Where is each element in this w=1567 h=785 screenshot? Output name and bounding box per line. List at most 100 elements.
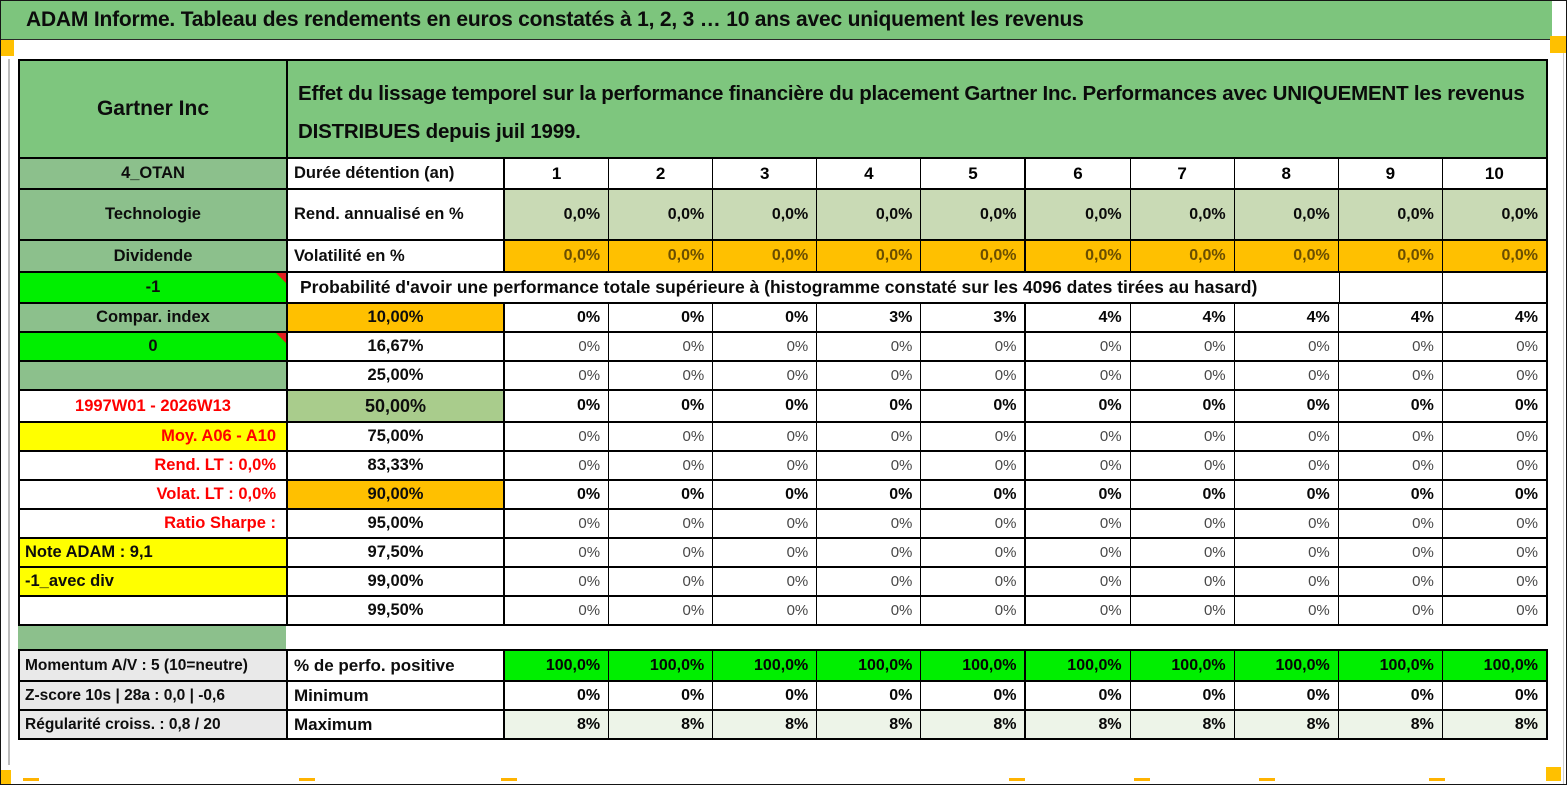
value-cell[interactable]: 100,0%	[1129, 651, 1234, 680]
value-cell[interactable]: 0%	[816, 481, 920, 508]
value-cell[interactable]: 0%	[608, 304, 712, 331]
row-label-a[interactable]: 4_OTAN	[20, 159, 286, 188]
value-cell[interactable]: 0,0%	[1024, 190, 1130, 239]
value-cell[interactable]: 0%	[576, 397, 601, 414]
value-cell[interactable]: 8%	[920, 711, 1025, 738]
value-cell[interactable]: 0%	[608, 481, 712, 508]
value-cell[interactable]: 8%	[816, 711, 921, 738]
value-cell[interactable]: 0%	[1024, 597, 1129, 624]
quantile-label[interactable]: 90,00%	[286, 481, 503, 508]
value-cell[interactable]: 100,0%	[1441, 651, 1546, 680]
value-cell[interactable]: 0,0%	[712, 190, 817, 239]
value-cell[interactable]: 0%	[578, 515, 601, 532]
row-label-a[interactable]	[20, 362, 286, 389]
value-cell[interactable]: 0,0%	[608, 241, 713, 271]
value-cell[interactable]: 0%	[1024, 391, 1129, 421]
value-cell[interactable]: 0%	[608, 597, 712, 624]
column-header-cell[interactable]: 1	[551, 163, 562, 183]
value-cell[interactable]: 0%	[578, 544, 601, 561]
value-cell[interactable]: 0%	[816, 362, 920, 389]
value-cell[interactable]: 0%	[920, 362, 1024, 389]
value-cell[interactable]: 0%	[576, 686, 601, 704]
column-header-cell[interactable]: 7	[1129, 159, 1234, 188]
value-cell[interactable]: 4%	[1233, 304, 1338, 331]
value-cell[interactable]: 0%	[1441, 423, 1546, 450]
value-cell[interactable]: 0%	[712, 391, 816, 421]
column-header-cell[interactable]: 6	[1024, 159, 1129, 188]
value-cell[interactable]: 0%	[608, 510, 712, 537]
value-cell[interactable]: 100,0%	[1233, 651, 1338, 680]
value-cell[interactable]: 0%	[578, 428, 601, 445]
regularity-label[interactable]: Régularité croiss. : 0,8 / 20	[20, 711, 286, 738]
value-cell[interactable]: 0,0%	[505, 190, 609, 239]
value-cell[interactable]: 0%	[816, 682, 920, 709]
row-label-a[interactable]: -1_avec div	[20, 568, 286, 595]
quantile-label[interactable]: 10,00%	[286, 304, 503, 331]
value-cell[interactable]: 0%	[1337, 423, 1442, 450]
value-cell[interactable]: 0%	[576, 308, 601, 326]
value-cell[interactable]: 0%	[578, 457, 601, 474]
probability-header[interactable]: Probabilité d'avoir une performance tota…	[286, 273, 1339, 302]
quantile-label[interactable]: 25,00%	[286, 362, 503, 389]
value-cell[interactable]: 0%	[1233, 481, 1338, 508]
value-cell[interactable]: 0%	[920, 510, 1024, 537]
value-cell[interactable]: 0%	[1024, 481, 1129, 508]
value-cell[interactable]: 0%	[608, 391, 712, 421]
value-cell[interactable]: 0,0%	[1441, 190, 1546, 239]
value-cell[interactable]: 0,0%	[1129, 241, 1234, 271]
value-cell[interactable]: 0%	[1233, 510, 1338, 537]
value-cell[interactable]: 0%	[608, 682, 712, 709]
row-label-a[interactable]: Moy. A06 - A10	[20, 423, 286, 450]
value-cell[interactable]: 0,0%	[608, 190, 713, 239]
value-cell[interactable]: 0%	[1024, 510, 1129, 537]
value-cell[interactable]: 0%	[1441, 682, 1546, 709]
value-cell[interactable]: 0%	[1024, 423, 1129, 450]
value-cell[interactable]: 0,0%	[816, 241, 921, 271]
value-cell[interactable]: 0%	[1441, 568, 1546, 595]
value-cell[interactable]: 0%	[608, 539, 712, 566]
row-label-a[interactable]: Compar. index	[20, 304, 286, 331]
column-header-cell[interactable]: 5	[920, 159, 1024, 188]
description-cell[interactable]: Effet du lissage temporel sur la perform…	[286, 61, 1546, 157]
value-cell[interactable]: 0%	[1233, 452, 1338, 479]
value-cell[interactable]: 4%	[1441, 304, 1546, 331]
row-label-a[interactable]: Ratio Sharpe :	[164, 514, 276, 532]
value-cell[interactable]: 0%	[816, 452, 920, 479]
value-cell[interactable]: 0%	[1441, 539, 1546, 566]
value-cell[interactable]: 0%	[712, 304, 816, 331]
value-cell[interactable]: 0%	[1337, 510, 1442, 537]
value-cell[interactable]: 0%	[920, 452, 1024, 479]
value-cell[interactable]: 0%	[608, 568, 712, 595]
row-label-a[interactable]	[20, 597, 286, 624]
value-cell[interactable]: 0%	[712, 597, 816, 624]
quantile-label[interactable]: 97,50%	[286, 539, 503, 566]
value-cell[interactable]: 0%	[1337, 597, 1442, 624]
quantile-label[interactable]: 99,50%	[286, 597, 503, 624]
value-cell[interactable]: 8%	[505, 711, 609, 738]
value-cell[interactable]: 100,0%	[712, 651, 817, 680]
value-cell[interactable]: 0%	[1024, 568, 1129, 595]
value-cell[interactable]: 0%	[578, 602, 601, 619]
value-cell[interactable]: 4%	[1024, 304, 1129, 331]
momentum-label[interactable]: Momentum A/V : 5 (10=neutre)	[20, 651, 286, 680]
value-cell[interactable]: 0%	[816, 510, 920, 537]
zscore-label[interactable]: Z-score 10s | 28a : 0,0 | -0,6	[20, 682, 286, 709]
value-cell[interactable]: 0,0%	[505, 241, 609, 271]
value-cell[interactable]: 0%	[1337, 391, 1442, 421]
value-cell[interactable]: 0%	[1441, 481, 1546, 508]
value-cell[interactable]: 0,0%	[1337, 241, 1442, 271]
row-label-a[interactable]: Rend. LT : 0,0%	[154, 456, 276, 474]
row-label-b[interactable]: Maximum	[286, 711, 503, 738]
row-label-a[interactable]: Volat. LT : 0,0%	[156, 485, 277, 503]
value-cell[interactable]: 0%	[1233, 568, 1338, 595]
value-cell[interactable]: 0%	[712, 568, 816, 595]
value-cell[interactable]: 0,0%	[1233, 190, 1338, 239]
value-cell[interactable]: 8%	[608, 711, 713, 738]
flag-cell[interactable]: 0	[20, 333, 286, 360]
value-cell[interactable]: 0%	[1337, 539, 1442, 566]
value-cell[interactable]: 0%	[1129, 481, 1234, 508]
value-cell[interactable]: 100,0%	[608, 651, 713, 680]
value-cell[interactable]: 0%	[816, 423, 920, 450]
column-header-cell[interactable]: 3	[712, 159, 816, 188]
value-cell[interactable]: 0%	[712, 333, 816, 360]
